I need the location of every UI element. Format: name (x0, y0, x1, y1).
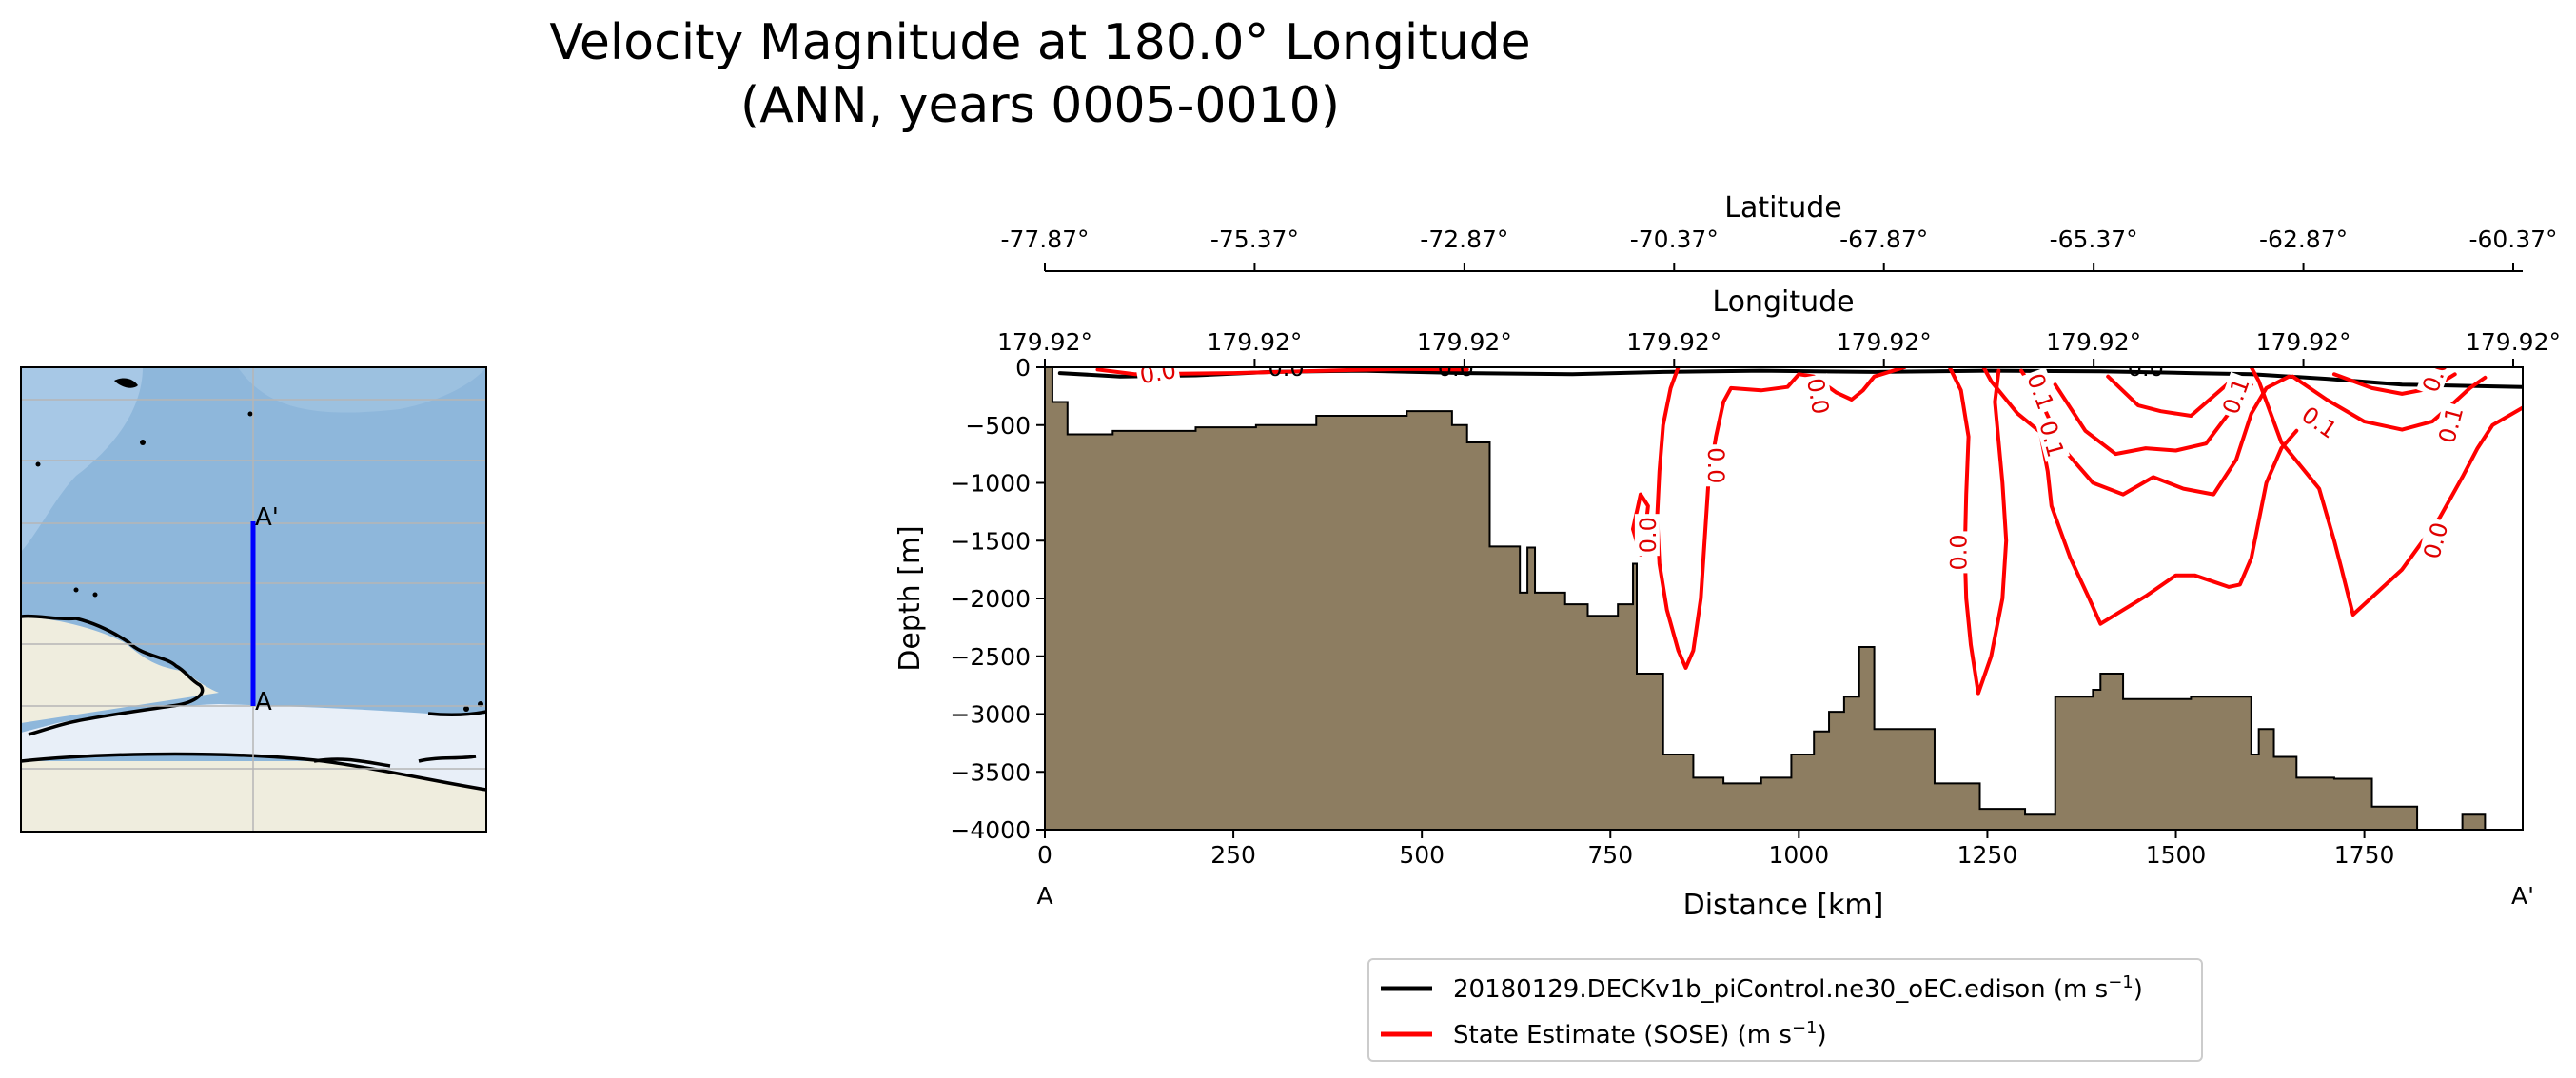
longitude-tick-label: 179.92° (1207, 328, 1302, 356)
contour-label: 0.0 (1268, 355, 1304, 382)
y-tick-label: −2000 (950, 585, 1031, 613)
latitude-axis-label: Latitude (1724, 191, 1841, 225)
latitude-tick-label: -65.37° (2050, 225, 2138, 253)
contour-line (2249, 367, 2523, 617)
latitude-ticks: -77.87° -75.37° -72.87° -70.37° -67.87° -65.3… (1000, 225, 2558, 271)
map-end-label: A' (255, 503, 279, 532)
bathymetry-fill (1045, 367, 2487, 830)
contour-line (2106, 374, 2238, 418)
x-axis-label: Distance [km] (1683, 889, 1884, 922)
longitude-tick-label: 179.92° (2256, 328, 2351, 356)
y-axis-ticks: 0 −500 −1000 −1500 −2000 −2500 −3000 −3500 −4000 (950, 354, 1045, 844)
y-tick-label: −2500 (950, 643, 1031, 671)
map-land (21, 617, 219, 723)
map-islands (114, 378, 138, 388)
latitude-axis: Latitude -77.87° -75.37° -72.87° -70.37° -67… (1000, 191, 2558, 272)
contour-label-bg (2416, 367, 2454, 399)
y-tick-label: −4000 (950, 816, 1031, 844)
section-start-label: A (1036, 882, 1052, 910)
contour-label: 0.0 (1801, 376, 1834, 416)
contour-label: 0.0 (1702, 447, 1729, 483)
contour-line (1095, 367, 1469, 377)
section-chart: 0.0 0.0 0.00.00.00.00.0 0.0 0.00.10.10.10.1 0… (894, 191, 2561, 922)
y-tick-label: −1500 (950, 527, 1031, 555)
latitude-tick-label: -62.87° (2259, 225, 2348, 253)
latitude-tick-label: -72.87° (1420, 225, 1508, 253)
contour-label-bg (2022, 367, 2060, 416)
contour-label: 0.0 (1635, 517, 1662, 553)
contour-label-bg (2417, 517, 2453, 564)
legend: 20180129.DECKv1b_piControl.ne30_oEC.edis… (1367, 958, 2203, 1062)
latitude-tick-label: -70.37° (1630, 225, 1719, 253)
latitude-tick-label: -77.87° (1000, 225, 1089, 253)
section-end-label: A' (2511, 882, 2534, 910)
contour-label: 0.0 (1438, 355, 1474, 382)
inset-map: A' A (20, 366, 487, 833)
x-tick-label: 1000 (1769, 841, 1830, 869)
longitude-axis-label: Longitude (1712, 285, 1854, 319)
longitude-tick-label: 179.92° (1417, 328, 1512, 356)
contour-line (2053, 382, 2253, 457)
y-tick-label: −3500 (950, 758, 1031, 786)
x-tick-label: 500 (1399, 841, 1445, 869)
contour-label-bg (1634, 514, 1660, 557)
legend-label-model: 20180129.DECKv1b_piControl.ne30_oEC.edis… (1453, 972, 2143, 1004)
map-start-label: A (255, 688, 272, 716)
latitude-tick-label: -67.87° (1839, 225, 1928, 253)
longitude-axis: Longitude 179.92° 179.92° 179.92° 179.92° 17… (997, 285, 2561, 367)
x-tick-label: 1250 (1957, 841, 2018, 869)
contour-label-bg (1134, 367, 1181, 388)
y-tick-label: −1000 (950, 470, 1031, 498)
contour-line (2291, 374, 2488, 432)
contour-line (1947, 367, 2009, 696)
map-shelf-shading (21, 367, 143, 552)
figure-title-line1: Velocity Magnitude at 180.0° Longitude (549, 14, 1530, 71)
y-axis-label: Depth [m] (894, 525, 927, 672)
x-tick-label: 750 (1587, 841, 1633, 869)
longitude-tick-label: 179.92° (2466, 328, 2561, 356)
x-tick-label: 0 (1037, 841, 1052, 869)
x-tick-label: 1500 (2146, 841, 2207, 869)
contour-label-bg (1802, 373, 1835, 420)
map-coastline (21, 614, 205, 736)
longitude-tick-label: 179.92° (997, 328, 1092, 356)
contour-label-bg (1945, 531, 1971, 574)
longitude-tick-label: 179.92° (1837, 328, 1932, 356)
contour-label-bg (2432, 401, 2468, 449)
contour-label-bg (2295, 400, 2345, 444)
legend-box (1367, 958, 2203, 1062)
contour-label: 0.0 (2128, 355, 2164, 382)
contour-label-bg (2035, 415, 2071, 462)
y-tick-label: −3000 (950, 701, 1031, 729)
contour-label: 0.0 (1945, 534, 1972, 570)
contour-labels: 0.0 0.0 0.00.00.00.00.0 0.0 0.00.10.10.10.1 0… (1134, 355, 2468, 574)
y-tick-label: −500 (965, 412, 1031, 440)
y-tick-label: 0 (1015, 354, 1031, 382)
contour-label: 0.0 (1138, 357, 1178, 389)
longitude-ticks: 179.92° 179.92° 179.92° 179.92° 179.92° 179.9… (997, 328, 2561, 367)
map-frame (20, 366, 487, 833)
latitude-tick-label: -75.37° (1210, 225, 1299, 253)
contour-label-bg (1704, 444, 1730, 487)
map-ridge-shading (238, 367, 486, 413)
legend-label-sose: State Estimate (SOSE) (m s−1) (1453, 1018, 1827, 1049)
latitude-tick-label: -60.37° (2468, 225, 2557, 253)
longitude-tick-label: 179.92° (1626, 328, 1721, 356)
contour-label-bg (2216, 371, 2254, 421)
x-tick-label: 1750 (2334, 841, 2395, 869)
longitude-tick-label: 179.92° (2046, 328, 2141, 356)
x-tick-label: 250 (1210, 841, 1256, 869)
figure-title-line2: (ANN, years 0005-0010) (740, 77, 1340, 134)
x-axis-ticks: 0 250 500 750 1000 1250 1500 1750 (1037, 830, 2394, 869)
